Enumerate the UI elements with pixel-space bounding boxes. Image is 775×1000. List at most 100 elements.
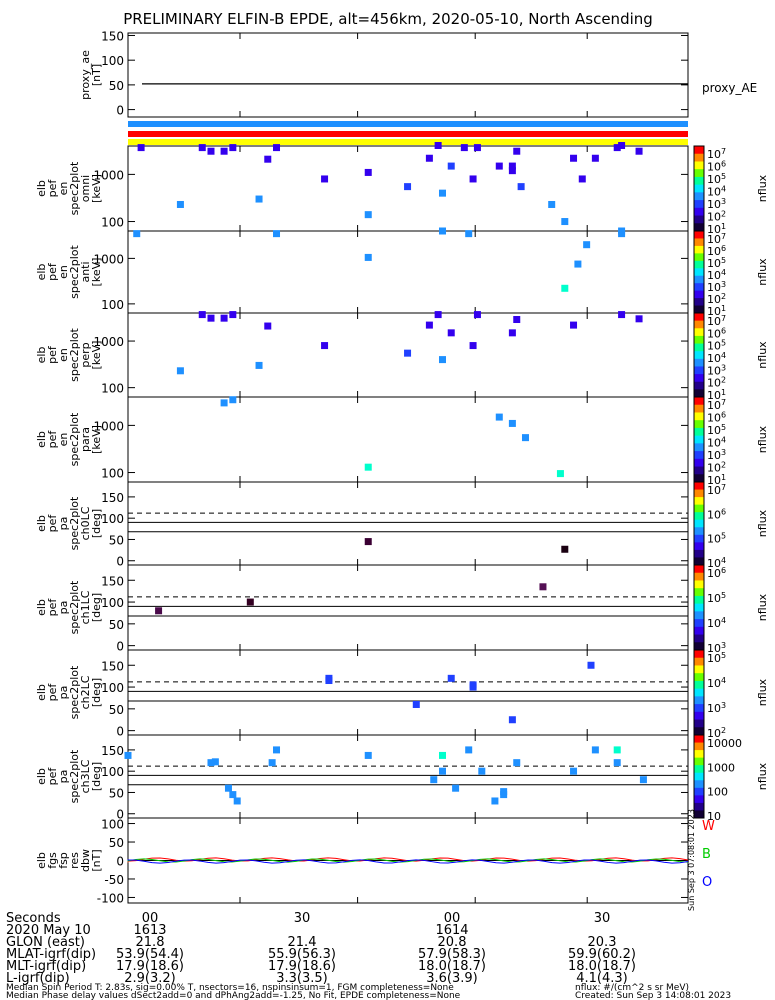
colorbar-swatch [694, 512, 704, 521]
colorbar-swatch [694, 474, 704, 483]
colorbar-tick-label: 104 [707, 676, 726, 690]
y-axis-label: en [57, 182, 70, 196]
data-point [198, 311, 206, 319]
y-axis-label: pef [46, 767, 59, 786]
colorbar-swatch [694, 176, 704, 186]
y-tick-label: 150 [101, 491, 124, 505]
data-point [198, 144, 206, 152]
data-point [273, 230, 281, 238]
colorbar-swatch [694, 603, 704, 612]
colorbar-tick-label: 107 [707, 483, 726, 497]
data-point [508, 329, 516, 337]
data-point [364, 751, 372, 759]
y-tick-label: 100 [101, 382, 124, 396]
data-point [465, 230, 473, 238]
colorbar-swatch [694, 397, 704, 406]
data-point [438, 767, 446, 775]
y-tick-label: 50 [109, 79, 124, 93]
colorbar-swatch [694, 268, 704, 277]
y-axis-label: omni [79, 175, 92, 202]
y-tick-label: 50 [109, 703, 124, 717]
colorbar-swatch [694, 727, 704, 736]
colorbar-swatch [694, 427, 704, 437]
panel-frame [127, 230, 689, 314]
data-point [255, 361, 263, 369]
colorbar-swatch [694, 619, 704, 628]
y-tick-label: 50 [109, 786, 124, 800]
data-point [618, 141, 626, 149]
data-point [438, 227, 446, 235]
y-axis-label: fsp [57, 852, 70, 869]
yellow-status-bar [128, 139, 688, 145]
colorbar-swatch [694, 381, 704, 390]
colorbar-swatch [694, 780, 704, 789]
colorbar-swatch [694, 657, 704, 666]
y-axis-label: pef [46, 430, 59, 449]
y-axis-label: elb [35, 264, 48, 281]
footer-row-label: MLAT-igrf(dip) [6, 947, 96, 962]
y-tick-label: 150 [101, 659, 124, 673]
y-axis-label: spec2plot [68, 245, 81, 299]
data-point [447, 329, 455, 337]
data-point [570, 767, 578, 775]
footer-value: 20.8 [438, 935, 467, 950]
y-tick-label: 150 [101, 574, 124, 588]
y-tick-label: 0 [116, 808, 124, 822]
colorbar-swatch [694, 626, 704, 636]
colorbar-swatch [694, 696, 704, 705]
colorbar-tick-label: 10 [707, 810, 721, 823]
footer-value: 17.9(18.6) [116, 959, 184, 974]
blue-status-bar [128, 121, 688, 127]
colorbar-tick-label: 105 [707, 591, 726, 605]
panel-0: 150 100 50 0 proxy_ae[nT] proxy_AE [79, 29, 757, 117]
y-axis-label: spec2plot [68, 665, 81, 719]
y-tick-label: 50 [109, 836, 124, 850]
colorbar-swatch [694, 238, 704, 247]
y-tick-label: 1000 [93, 168, 124, 182]
footer-value: 1613 [133, 923, 166, 938]
y-axis-label: elb [35, 599, 48, 616]
y-tick-label: 0 [116, 555, 124, 569]
legend-O: O [702, 875, 712, 890]
data-point [176, 367, 184, 375]
footer-value: 55.9(56.3) [268, 947, 336, 962]
colorbar-tick-label: 106 [707, 507, 726, 521]
y-axis-label: en [57, 348, 70, 362]
data-point [321, 342, 329, 350]
colorbar-swatch [694, 650, 704, 659]
colorbar-label: nflux [756, 174, 769, 202]
data-point [438, 751, 446, 759]
data-point [561, 218, 569, 226]
data-point [508, 716, 516, 724]
y-tick-label: 100 [101, 512, 124, 526]
y-tick-label: 100 [101, 216, 124, 230]
colorbar-swatch [694, 184, 704, 193]
y-axis-label: dbw [79, 849, 92, 872]
y-axis-label: anti [79, 261, 92, 282]
y-axis-label: ch2LC [79, 675, 92, 709]
colorbar-label: nflux [756, 762, 769, 790]
y-axis-label: en [57, 433, 70, 447]
panel-2: 1000100elbpefenspec2plotanti[keV]1071061… [35, 227, 769, 318]
legend-B: B [702, 847, 711, 862]
y-axis-label: elb [35, 852, 48, 869]
colorbar-swatch [694, 298, 704, 307]
panel-frame [127, 734, 689, 819]
colorbar-swatch [694, 534, 704, 543]
y-axis-label: elb [35, 180, 48, 197]
data-point [521, 434, 529, 442]
y-axis-label: elb [35, 347, 48, 364]
footer-row-label: MLT-igrf(dip) [6, 959, 86, 974]
colorbar-label: nflux [756, 678, 769, 706]
data-point [513, 316, 521, 324]
colorbar-swatch [694, 215, 704, 224]
data-point [404, 349, 412, 357]
footer-value: 00 [142, 911, 159, 926]
y-tick-label: -50 [104, 873, 124, 887]
data-point [404, 183, 412, 191]
footer-value: 17.9(18.6) [268, 959, 336, 974]
y-tick-label: 100 [101, 298, 124, 312]
footer-value: 21.8 [136, 935, 165, 950]
footer-row-label: 2020 May 10 [6, 923, 91, 938]
